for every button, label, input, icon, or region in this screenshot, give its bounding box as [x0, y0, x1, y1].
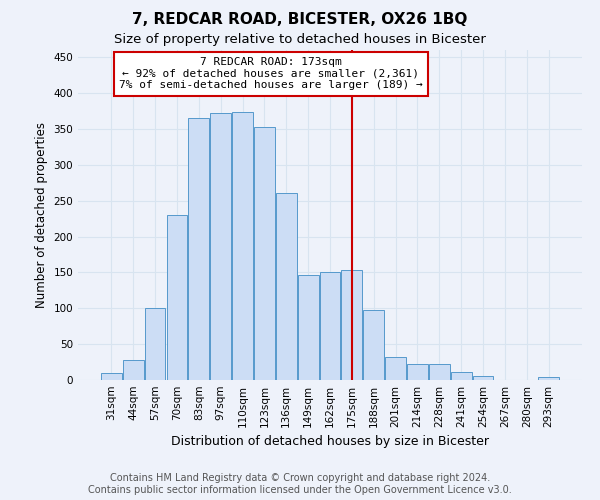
- Bar: [145, 308, 166, 380]
- Bar: [385, 357, 406, 380]
- Bar: [167, 215, 187, 380]
- Bar: [407, 364, 428, 380]
- Bar: [101, 373, 122, 380]
- Bar: [210, 113, 231, 380]
- Bar: [232, 112, 253, 380]
- Bar: [364, 310, 384, 380]
- Bar: [538, 377, 559, 380]
- Bar: [123, 360, 143, 380]
- Bar: [188, 118, 209, 380]
- Bar: [451, 372, 472, 380]
- X-axis label: Distribution of detached houses by size in Bicester: Distribution of detached houses by size …: [171, 436, 489, 448]
- Text: Size of property relative to detached houses in Bicester: Size of property relative to detached ho…: [114, 32, 486, 46]
- Bar: [254, 127, 275, 380]
- Bar: [276, 194, 296, 380]
- Bar: [341, 270, 362, 380]
- Bar: [320, 272, 340, 380]
- Bar: [298, 276, 319, 380]
- Text: 7 REDCAR ROAD: 173sqm
← 92% of detached houses are smaller (2,361)
7% of semi-de: 7 REDCAR ROAD: 173sqm ← 92% of detached …: [119, 57, 423, 90]
- Y-axis label: Number of detached properties: Number of detached properties: [35, 122, 48, 308]
- Text: Contains HM Land Registry data © Crown copyright and database right 2024.
Contai: Contains HM Land Registry data © Crown c…: [88, 474, 512, 495]
- Bar: [473, 376, 493, 380]
- Text: 7, REDCAR ROAD, BICESTER, OX26 1BQ: 7, REDCAR ROAD, BICESTER, OX26 1BQ: [133, 12, 467, 28]
- Bar: [429, 364, 450, 380]
